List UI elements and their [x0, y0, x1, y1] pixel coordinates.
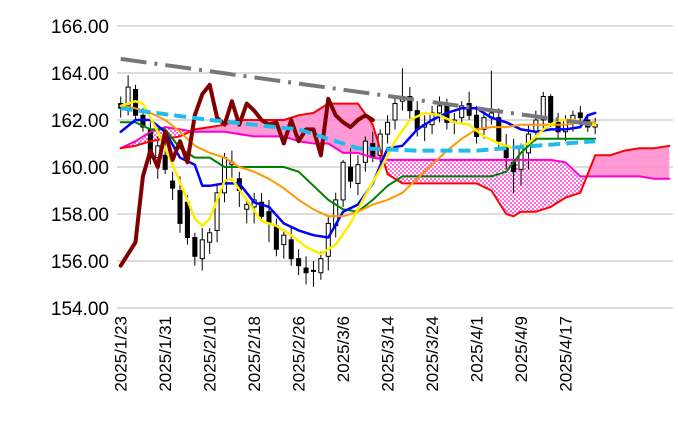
candle-body [548, 96, 554, 123]
trend-dashdot-line [120, 56, 596, 127]
candle-body [385, 121, 391, 135]
candle-body [259, 201, 265, 217]
candle-body [496, 117, 502, 142]
candle-body [407, 96, 413, 112]
candle-body [474, 114, 480, 137]
cloud-fill [383, 159, 586, 217]
x-tick-label: 2025/4/1 [468, 316, 487, 382]
lines-layer [118, 56, 671, 268]
candle-body [162, 154, 168, 170]
axes-layer: 154.00 156.00 158.00 160.00 162.00 164.00 166.… [51, 17, 576, 392]
candle-body [518, 145, 524, 170]
candle-body [207, 232, 213, 243]
candle-body [296, 258, 302, 267]
candle-body [540, 96, 546, 121]
candle-body [347, 166, 354, 182]
candle-body [288, 239, 294, 260]
candle-body [125, 86, 131, 107]
y-tick-label: 164.00 [51, 64, 109, 85]
candle-body [244, 204, 250, 210]
x-tick-label: 2025/3/6 [334, 316, 353, 382]
candle-body [340, 161, 346, 201]
x-tick-label: 2025/2/26 [290, 316, 309, 392]
candle-body [192, 237, 198, 257]
candle-body [362, 140, 368, 163]
candle-body [392, 103, 398, 121]
candle-body [266, 211, 272, 224]
y-tick-label: 162.00 [51, 111, 109, 132]
x-tick-label: 2025/3/24 [423, 316, 442, 392]
candle-body [325, 222, 331, 257]
candle-body [310, 269, 316, 272]
tenkan-line [119, 107, 597, 239]
x-tick-label: 2025/3/14 [379, 316, 398, 392]
chikou-line [118, 82, 375, 268]
candle-body [273, 225, 279, 250]
candle-body [184, 201, 190, 238]
candle-body [414, 110, 420, 130]
candle-body [318, 258, 324, 274]
trend-dashed-line [120, 106, 596, 153]
candle-body [170, 180, 176, 189]
candle-body [214, 192, 220, 231]
y-tick-label: 166.00 [51, 17, 109, 38]
candle-body [533, 119, 539, 133]
candle-body [177, 190, 183, 224]
candle-body [481, 117, 487, 130]
x-tick-label: 2025/1/23 [112, 316, 131, 392]
candle-body [281, 234, 287, 246]
span-a-line [119, 126, 671, 180]
cloud-fill [587, 145, 670, 179]
x-tick-label: 2025/1/31 [156, 316, 175, 392]
x-tick-label: 2025/4/17 [557, 316, 576, 392]
candle-body [355, 164, 361, 184]
candle-body [577, 112, 583, 119]
y-tick-label: 156.00 [51, 252, 109, 273]
candle-body [555, 121, 561, 133]
x-tick-label: 2025/2/10 [201, 316, 220, 392]
cloud-fill [120, 127, 192, 149]
candle-body [199, 239, 205, 260]
candle-body [459, 105, 465, 119]
y-tick-label: 158.00 [51, 205, 109, 226]
candle-body [303, 267, 309, 274]
span-b-line [119, 102, 671, 218]
y-tick-label: 160.00 [51, 158, 109, 179]
y-tick-label: 154.00 [51, 299, 109, 320]
x-tick-label: 2025/4/9 [512, 316, 531, 382]
x-tick-label: 2025/2/18 [245, 316, 264, 392]
candle-body [436, 105, 443, 114]
